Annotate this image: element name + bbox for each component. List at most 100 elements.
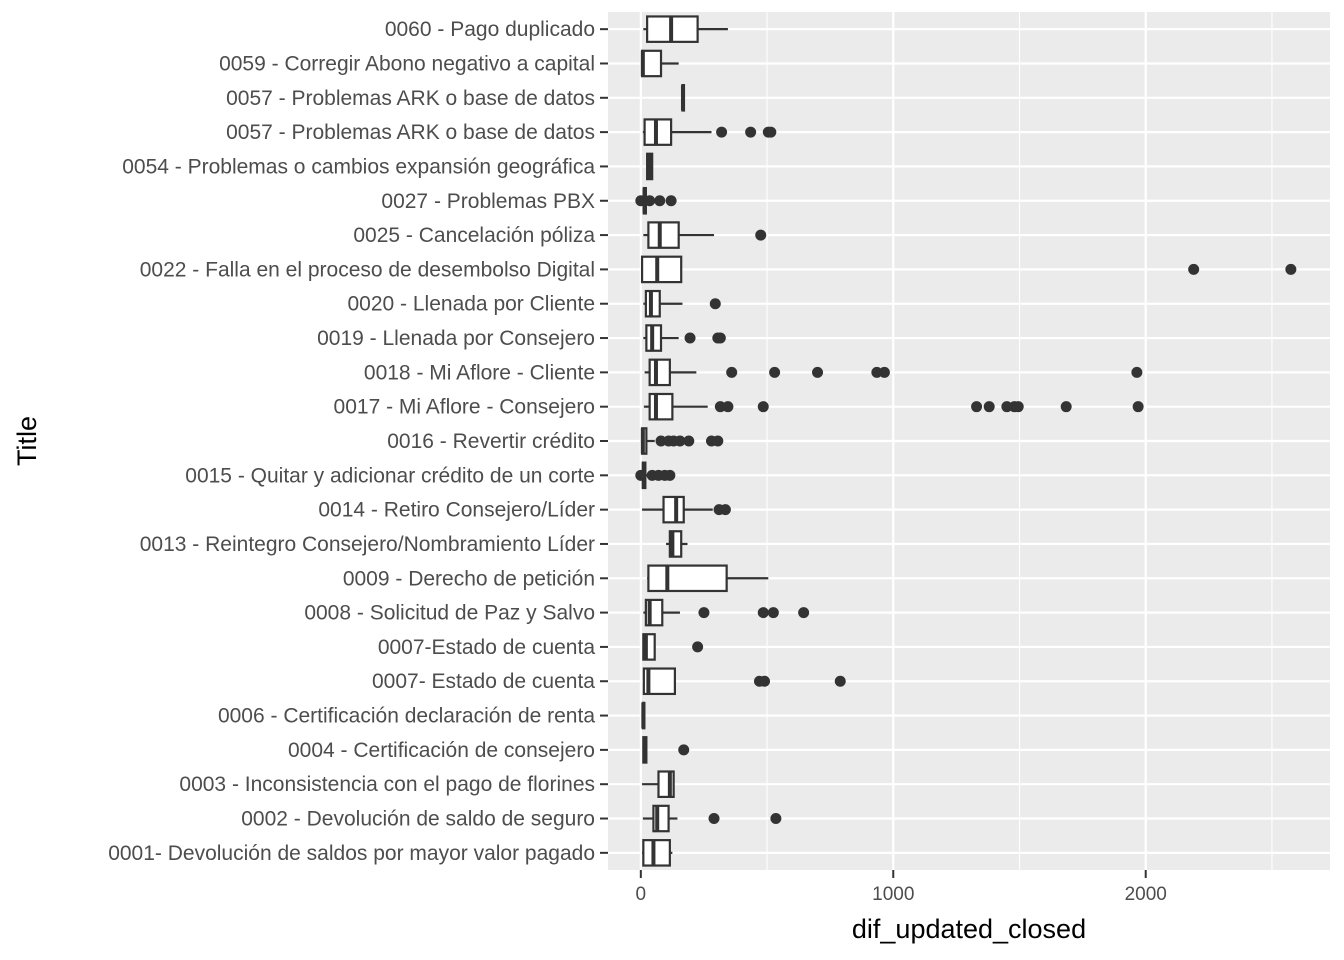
outlier-point [834, 675, 846, 687]
x-tick-label: 1000 [872, 884, 914, 905]
outlier-point [798, 607, 810, 619]
category-labels: 0060 - Pago duplicado 0059 - Corregir Abo… [108, 18, 608, 865]
outlier-point [709, 298, 721, 310]
outlier-point [722, 401, 734, 413]
outlier-point [635, 469, 647, 481]
category-label: 0015 - Quitar y adicionar crédito de un … [185, 464, 595, 487]
outlier-point [678, 744, 690, 756]
box-series [635, 15, 1297, 867]
outlier-point [674, 435, 686, 447]
outlier-point [1060, 401, 1072, 413]
outlier-point [665, 195, 677, 207]
category-label: 0002 - Devolución de saldo de seguro [241, 808, 595, 831]
outlier-point [684, 332, 696, 344]
box-6 [635, 186, 677, 215]
outlier-point [812, 366, 824, 378]
box-iqr [662, 495, 685, 524]
x-tick-labels: 0 1000 2000 [636, 870, 1167, 905]
box-iqr [642, 633, 656, 661]
outlier-point [708, 813, 720, 825]
box-13 [640, 427, 724, 455]
grid-lines [608, 12, 1330, 870]
box-18 [643, 598, 810, 627]
box-iqr [640, 49, 663, 78]
category-label: 0006 - Certificación declaración de rent… [218, 705, 595, 728]
outlier-point [726, 366, 738, 378]
box-5 [646, 152, 654, 181]
outlier-point [971, 401, 983, 413]
category-label: 0016 - Revertir crédito [387, 430, 595, 453]
category-label: 0013 - Reintegro Consejero/Nombramiento … [140, 533, 595, 556]
category-label: 0008 - Solicitud de Paz y Salvo [304, 602, 595, 625]
outlier-point [1188, 263, 1200, 275]
outlier-point [1285, 263, 1297, 275]
outlier-point [871, 366, 883, 378]
x-tick-label: 0 [636, 884, 647, 905]
category-label: 0025 - Cancelación póliza [353, 224, 595, 247]
category-label: 0019 - Llenada por Consejero [317, 327, 595, 350]
box-12 [643, 392, 1144, 421]
outlier-point [1012, 401, 1024, 413]
outlier-point [644, 195, 656, 207]
category-label: 0007-Estado de cuenta [378, 636, 595, 659]
outlier-point [654, 195, 666, 207]
box-1 [643, 15, 728, 43]
box-25 [642, 839, 673, 867]
box-8 [640, 255, 1297, 284]
outlier-point [1131, 366, 1143, 378]
outlier-point [770, 813, 782, 825]
outlier-point [983, 401, 995, 413]
outlier-point [1001, 401, 1013, 413]
box-4 [642, 118, 777, 146]
box-19 [642, 633, 704, 661]
category-label: 0017 - Mi Aflore - Consejero [334, 396, 595, 419]
outlier-point [765, 126, 777, 138]
box-iqr [640, 255, 683, 284]
box-22 [642, 736, 690, 764]
category-label: 0003 - Inconsistencia con el pago de flo… [179, 773, 595, 796]
outlier-point [664, 469, 676, 481]
category-label: 0057 - Problemas ARK o base de datos [226, 87, 595, 110]
box-3 [680, 84, 686, 112]
category-label: 0020 - Llenada por Cliente [347, 293, 595, 316]
outlier-point [716, 126, 728, 138]
box-20 [642, 667, 846, 696]
outlier-point [757, 401, 769, 413]
outlier-point [692, 641, 704, 653]
outlier-point [683, 435, 695, 447]
box-iqr [648, 358, 671, 387]
outlier-point [712, 435, 724, 447]
box-11 [644, 358, 1143, 387]
box-iqr [647, 564, 728, 593]
category-label: 0018 - Mi Aflore - Cliente [364, 361, 595, 384]
outlier-point [698, 607, 710, 619]
box-10 [643, 324, 726, 352]
outlier-point [767, 607, 779, 619]
box-23 [642, 770, 675, 798]
outlier-point [769, 366, 781, 378]
box-16 [666, 530, 688, 558]
outlier-point [714, 401, 726, 413]
box-15 [642, 495, 731, 524]
y-axis-title: Title [12, 416, 42, 466]
outlier-point [1132, 401, 1144, 413]
box-2 [640, 49, 679, 78]
category-label: 0004 - Certificación de consejero [288, 739, 595, 762]
box-iqr [642, 839, 671, 867]
category-label: 0059 - Corregir Abono negativo a capital [219, 52, 595, 75]
category-label: 0014 - Retiro Consejero/Líder [318, 499, 595, 522]
category-label: 0057 - Problemas ARK o base de datos [226, 121, 595, 144]
category-label: 0054 - Problemas o cambios expansión geo… [122, 155, 595, 178]
box-21 [641, 701, 646, 730]
outlier-point [757, 607, 769, 619]
box-7 [643, 221, 767, 249]
category-label: 0060 - Pago duplicado [385, 18, 595, 41]
box-iqr [647, 221, 680, 249]
box-24 [642, 804, 782, 833]
category-label: 0009 - Derecho de petición [343, 567, 595, 590]
category-label: 0007- Estado de cuenta [372, 670, 595, 693]
outlier-point [655, 435, 667, 447]
outlier-point [635, 195, 647, 207]
outlier-point [878, 366, 890, 378]
